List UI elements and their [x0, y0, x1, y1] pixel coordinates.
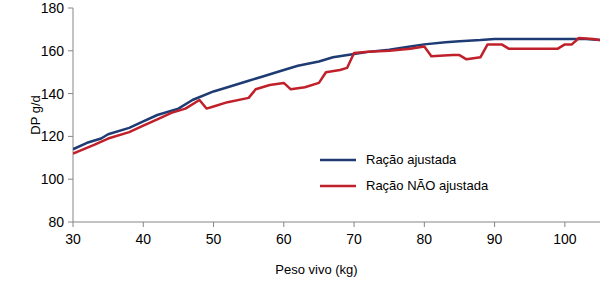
x-tick-label: 30: [65, 231, 81, 247]
y-tick-label: 160: [41, 43, 65, 59]
series-group: [73, 38, 600, 154]
x-axis-line: [73, 222, 600, 223]
x-tick: [73, 222, 74, 227]
y-tick-label: 120: [41, 128, 65, 144]
x-tick: [494, 222, 495, 227]
chart-svg: 80 100 120 140 160 180 30 40 50 60 70 80 90 100 Peso v…: [0, 0, 610, 292]
legend-swatch: [320, 159, 356, 162]
x-tick-label: 70: [346, 231, 362, 247]
y-axis-line: [73, 8, 74, 222]
x-tick: [283, 222, 284, 227]
y-tick-label: 80: [48, 214, 64, 230]
x-tick: [354, 222, 355, 227]
y-tick: [68, 93, 73, 94]
legend-label: Ração ajustada: [366, 152, 457, 167]
x-tick-label: 100: [553, 231, 577, 247]
series-line: [73, 39, 600, 149]
legend-label: Ração NÃO ajustada: [366, 178, 489, 193]
y-tick-label: 100: [41, 171, 65, 187]
chart-container: 80 100 120 140 160 180 30 40 50 60 70 80 90 100 Peso v…: [0, 0, 610, 292]
y-tick: [68, 50, 73, 51]
x-tick: [424, 222, 425, 227]
legend: Ração ajustada Ração NÃO ajustada: [320, 152, 489, 193]
x-tick: [564, 222, 565, 227]
x-tick: [143, 222, 144, 227]
x-tick-label: 90: [487, 231, 503, 247]
x-tick: [213, 222, 214, 227]
x-tick-label: 50: [206, 231, 222, 247]
series-line: [73, 38, 600, 154]
y-tick-label: 140: [41, 86, 65, 102]
y-axis-label: DP g/d: [28, 95, 43, 135]
y-tick-label: 180: [41, 0, 65, 16]
y-tick: [68, 8, 73, 9]
x-tick-label: 40: [135, 231, 151, 247]
x-tick-label: 80: [417, 231, 433, 247]
legend-swatch: [320, 185, 356, 188]
y-tick: [68, 179, 73, 180]
x-tick-label: 60: [276, 231, 292, 247]
x-axis-label: Peso vivo (kg): [275, 262, 357, 277]
y-tick: [68, 222, 73, 223]
y-tick: [68, 136, 73, 137]
